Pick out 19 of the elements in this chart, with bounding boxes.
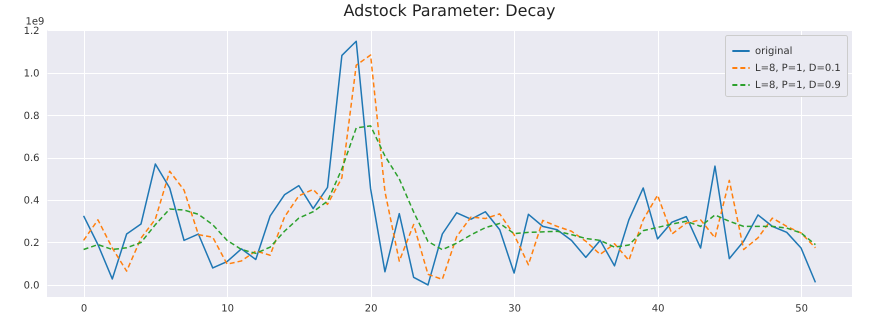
x-tick-label: 50 xyxy=(795,304,808,314)
y-tick-label: 1.2 xyxy=(24,26,40,37)
y-tick-label: 0.8 xyxy=(24,110,40,122)
legend-label: original xyxy=(755,46,792,57)
x-tick-label: 30 xyxy=(508,304,521,314)
x-tick-label: 20 xyxy=(364,304,378,314)
chart-title: Adstock Parameter: Decay xyxy=(343,1,556,20)
y-tick-label: 0.6 xyxy=(24,153,40,164)
legend-label: L=8, P=1, D=0.9 xyxy=(755,80,841,91)
x-tick-label: 0 xyxy=(80,304,88,314)
x-tick-label: 40 xyxy=(652,304,664,314)
y-tick-label: 0.0 xyxy=(24,280,40,292)
legend-label: L=8, P=1, D=0.1 xyxy=(755,63,841,74)
x-tick-label: 10 xyxy=(221,304,234,314)
line-series xyxy=(82,125,816,254)
y-tick-label: 1.0 xyxy=(24,68,40,80)
y-tick-label: 0.4 xyxy=(24,196,40,207)
y-tick-label: 0.2 xyxy=(24,238,40,249)
y-axis-title: 1e9 xyxy=(26,16,44,28)
